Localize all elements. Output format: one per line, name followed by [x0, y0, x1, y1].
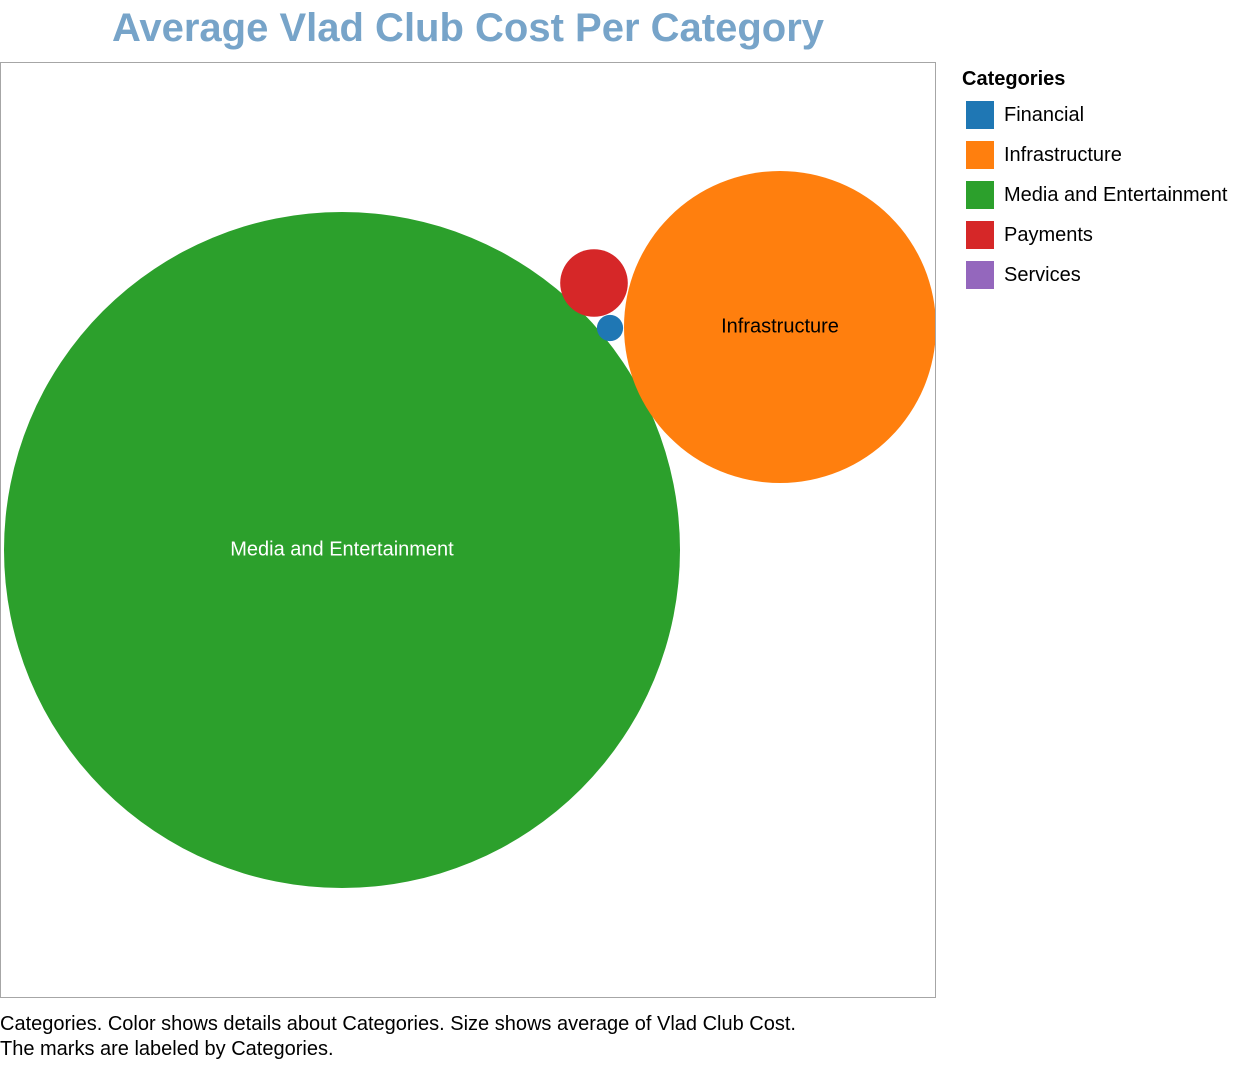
legend-label: Infrastructure — [1004, 144, 1122, 166]
legend-label: Financial — [1004, 104, 1085, 126]
chart-caption: Categories. Color shows details about Ca… — [0, 1012, 1000, 1062]
legend-swatch — [966, 221, 994, 249]
legend-label: Media and Entertainment — [1004, 184, 1228, 206]
legend-swatch — [966, 181, 994, 209]
bubble-label: Media and Entertainment — [230, 538, 454, 560]
legend-title: Categories — [962, 68, 1066, 90]
legend-item[interactable]: Payments — [962, 215, 1254, 255]
legend-swatch — [966, 101, 994, 129]
caption-line-2: The marks are labeled by Categories. — [0, 1038, 334, 1060]
legend-item[interactable]: Infrastructure — [962, 135, 1254, 175]
plot-area: Media and Entertainment Infrastructure — [0, 62, 936, 998]
chart-title: Average Vlad Club Cost Per Category — [111, 6, 825, 50]
legend-items: Financial Infrastructure Media and Enterta… — [962, 95, 1254, 295]
bubble-label: Infrastructure — [721, 315, 839, 337]
legend-label: Payments — [1004, 224, 1093, 246]
legend-item[interactable]: Financial — [962, 95, 1254, 135]
legend-label: Services — [1004, 264, 1081, 286]
legend-item[interactable]: Services — [962, 255, 1254, 295]
caption-line-1: Categories. Color shows details about Ca… — [0, 1013, 796, 1035]
bubble-chart: Media and Entertainment Infrastructure — [4, 171, 935, 888]
bubble-financial[interactable] — [596, 314, 624, 342]
bubble-infrastructure[interactable] — [624, 171, 935, 483]
legend-item[interactable]: Media and Entertainment — [962, 175, 1254, 215]
legend-swatch — [966, 141, 994, 169]
bubble-payments[interactable] — [560, 249, 628, 317]
legend-swatch — [966, 261, 994, 289]
bubble-media-and-entertainment[interactable] — [4, 212, 680, 888]
legend: Categories Financial Infrastructure Media … — [962, 66, 1254, 295]
